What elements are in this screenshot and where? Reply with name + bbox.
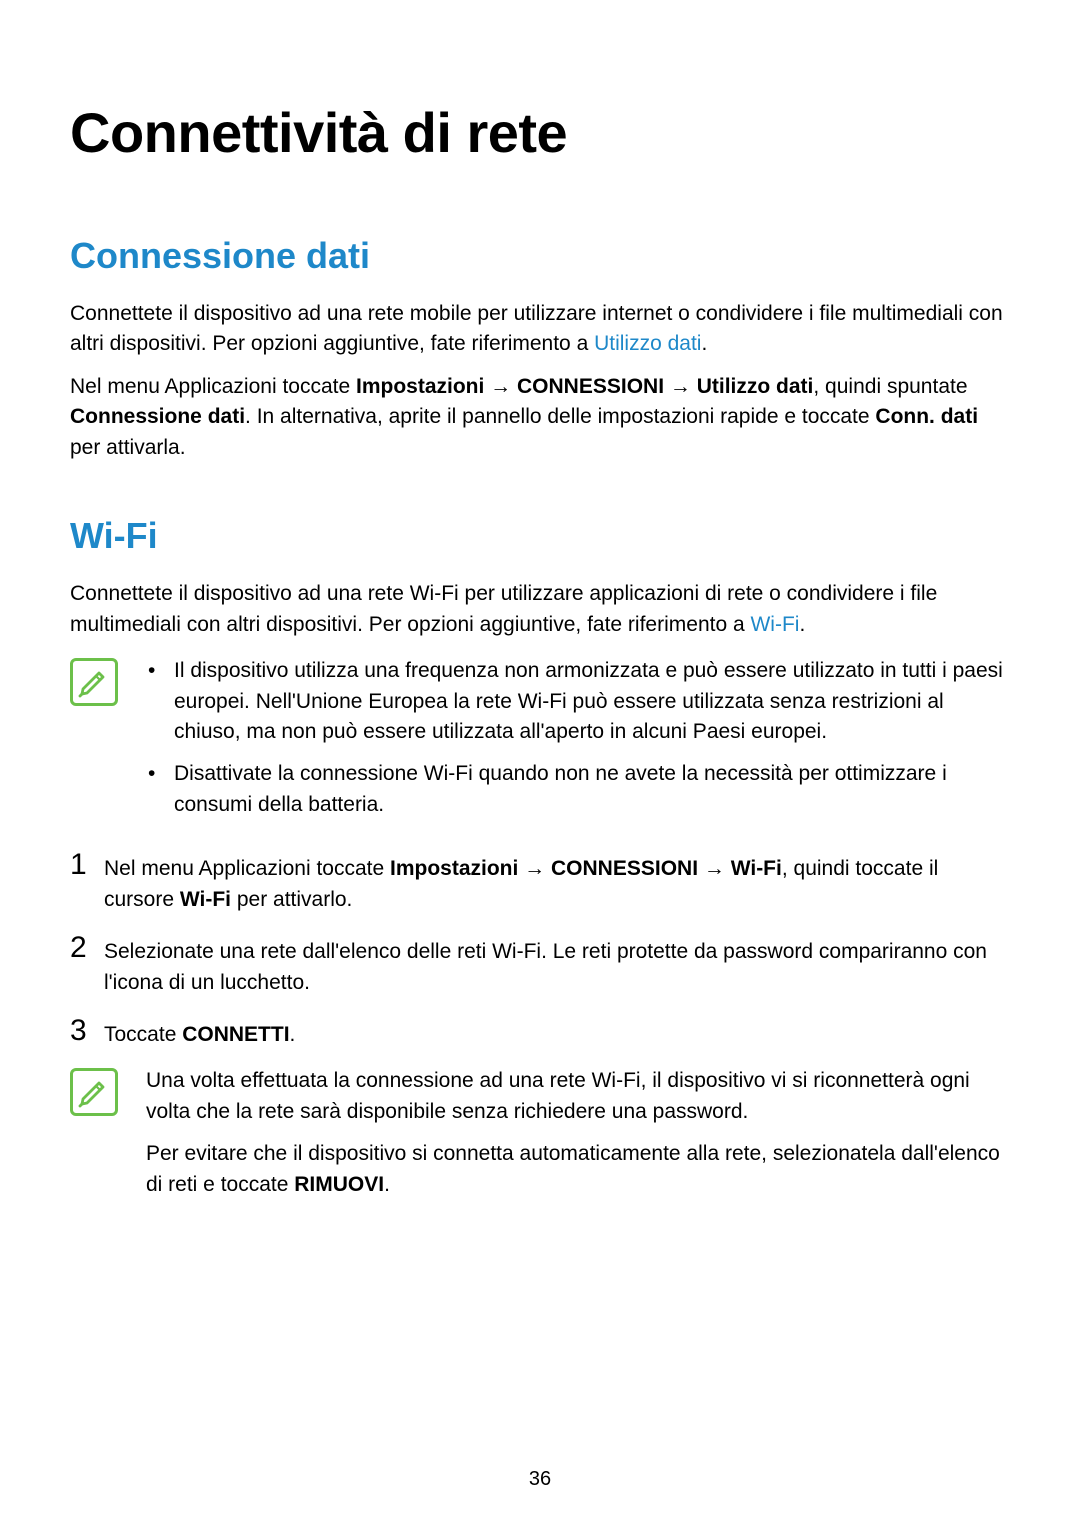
note-paragraph: Una volta effettuata la connessione ad u… xyxy=(146,1066,1010,1127)
section-heading-connessione-dati: Connessione dati xyxy=(70,235,1010,277)
step-text: Nel menu Applicazioni toccate Impostazio… xyxy=(104,850,1010,915)
bold-text: Wi-Fi xyxy=(731,857,782,880)
bullet-text: Disattivate la connessione Wi-Fi quando … xyxy=(174,759,1010,820)
note-icon xyxy=(70,658,118,706)
text: Toccate xyxy=(104,1023,182,1046)
paragraph: Connettete il dispositivo ad una rete mo… xyxy=(70,299,1010,360)
paragraph: Nel menu Applicazioni toccate Impostazio… xyxy=(70,372,1010,463)
bold-text: Conn. dati xyxy=(875,405,978,428)
bold-text: CONNESSIONI xyxy=(551,857,698,880)
note-block: Una volta effettuata la connessione ad u… xyxy=(70,1066,1010,1212)
text: , quindi spuntate xyxy=(813,375,967,398)
section-heading-wifi: Wi-Fi xyxy=(70,515,1010,557)
note-icon-cell xyxy=(70,656,146,706)
bold-text: CONNESSIONI xyxy=(517,375,664,398)
text: per attivarlo. xyxy=(231,888,352,911)
document-page: Connettività di rete Connessione dati Co… xyxy=(0,0,1080,1527)
bullet-text: Il dispositivo utilizza una frequenza no… xyxy=(174,656,1010,747)
paragraph: Connettete il dispositivo ad una rete Wi… xyxy=(70,579,1010,640)
text: . xyxy=(701,332,707,355)
page-title: Connettività di rete xyxy=(70,100,1010,165)
text: . xyxy=(384,1173,390,1196)
pencil-note-icon xyxy=(77,665,111,699)
bold-text: CONNETTI xyxy=(182,1023,289,1046)
text: → xyxy=(664,375,697,398)
bold-text: Utilizzo dati xyxy=(697,375,814,398)
step-number: 1 xyxy=(70,850,104,880)
text: → xyxy=(484,375,517,398)
page-number: 36 xyxy=(0,1468,1080,1491)
note-icon-cell xyxy=(70,1066,146,1116)
bold-text: Wi-Fi xyxy=(180,888,231,911)
text: Connettete il dispositivo ad una rete mo… xyxy=(70,302,1003,355)
text: Nel menu Applicazioni toccate xyxy=(104,857,390,880)
bold-text: Impostazioni xyxy=(356,375,484,398)
bullet-marker: • xyxy=(146,656,174,686)
step-number: 2 xyxy=(70,933,104,963)
bullet-item: • Disattivate la connessione Wi-Fi quand… xyxy=(146,759,1010,820)
text: Per evitare che il dispositivo si connet… xyxy=(146,1142,1000,1195)
pencil-note-icon xyxy=(77,1075,111,1109)
step-item: 3 Toccate CONNETTI. xyxy=(70,1016,1010,1050)
note-block: • Il dispositivo utilizza una frequenza … xyxy=(70,656,1010,832)
bold-text: Impostazioni xyxy=(390,857,518,880)
step-item: 1 Nel menu Applicazioni toccate Impostaz… xyxy=(70,850,1010,915)
text: per attivarla. xyxy=(70,436,186,459)
bullet-marker: • xyxy=(146,759,174,789)
step-text: Selezionate una rete dall'elenco delle r… xyxy=(104,933,1010,998)
bullet-item: • Il dispositivo utilizza una frequenza … xyxy=(146,656,1010,747)
text: → xyxy=(518,857,551,880)
note-paragraph: Per evitare che il dispositivo si connet… xyxy=(146,1139,1010,1200)
link-wifi[interactable]: Wi-Fi xyxy=(750,613,799,636)
text: . xyxy=(799,613,805,636)
link-utilizzo-dati[interactable]: Utilizzo dati xyxy=(594,332,701,355)
bold-text: Connessione dati xyxy=(70,405,245,428)
step-item: 2 Selezionate una rete dall'elenco delle… xyxy=(70,933,1010,998)
note-content: • Il dispositivo utilizza una frequenza … xyxy=(146,656,1010,832)
text: → xyxy=(698,857,731,880)
step-number: 3 xyxy=(70,1016,104,1046)
step-text: Toccate CONNETTI. xyxy=(104,1016,1010,1050)
note-content: Una volta effettuata la connessione ad u… xyxy=(146,1066,1010,1212)
text: Nel menu Applicazioni toccate xyxy=(70,375,356,398)
text: . In alternativa, aprite il pannello del… xyxy=(245,405,875,428)
bold-text: RIMUOVI xyxy=(294,1173,384,1196)
text: . xyxy=(290,1023,296,1046)
text: Connettete il dispositivo ad una rete Wi… xyxy=(70,582,937,635)
note-icon xyxy=(70,1068,118,1116)
